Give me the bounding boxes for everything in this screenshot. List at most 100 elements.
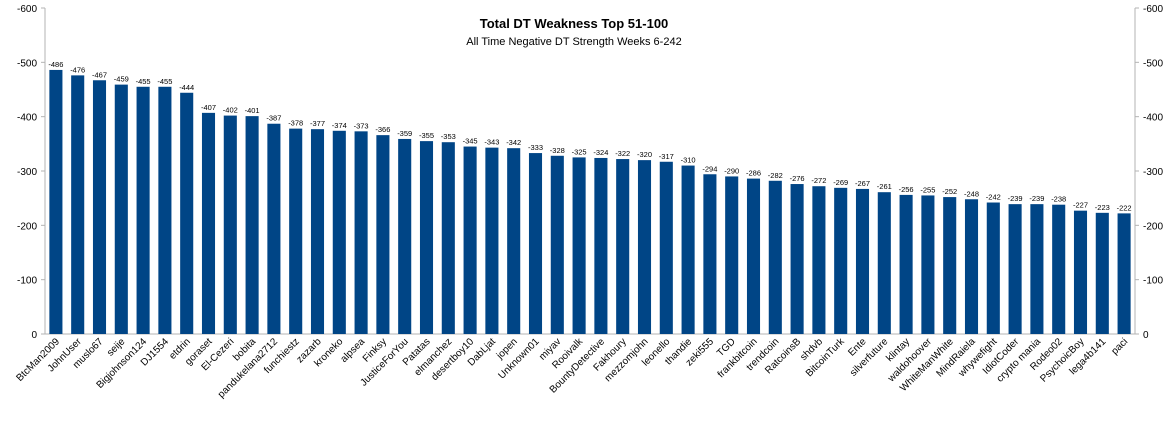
data-label: -325 bbox=[572, 147, 587, 156]
data-label: -255 bbox=[920, 185, 935, 194]
data-label: -272 bbox=[811, 176, 826, 185]
data-label: -269 bbox=[833, 178, 848, 187]
bar bbox=[71, 75, 85, 334]
bar bbox=[245, 116, 259, 334]
bar bbox=[136, 86, 150, 335]
bar bbox=[637, 160, 652, 334]
y-tick-label-left: -500 bbox=[17, 58, 37, 69]
bar bbox=[790, 184, 804, 334]
bars bbox=[49, 69, 1131, 335]
bar bbox=[92, 80, 107, 334]
data-label: -322 bbox=[615, 149, 630, 158]
bar bbox=[223, 115, 237, 334]
y-tick-label-left: 0 bbox=[31, 330, 37, 341]
data-label: -378 bbox=[288, 119, 303, 128]
bar bbox=[528, 153, 543, 334]
y-tick-label-left: -100 bbox=[17, 276, 37, 287]
bar bbox=[1095, 212, 1109, 334]
bar bbox=[550, 155, 564, 334]
data-label: -373 bbox=[354, 121, 369, 130]
data-label: -455 bbox=[136, 77, 151, 86]
data-label: -359 bbox=[397, 129, 412, 138]
y-tick-label-right: -100 bbox=[1143, 276, 1163, 287]
bar bbox=[158, 86, 172, 335]
data-label: -407 bbox=[201, 103, 216, 112]
bar bbox=[376, 135, 390, 334]
bar bbox=[768, 180, 782, 334]
data-label: -223 bbox=[1095, 203, 1110, 212]
data-label: -282 bbox=[768, 171, 783, 180]
bar bbox=[441, 142, 455, 334]
bar bbox=[572, 157, 586, 334]
bar bbox=[201, 112, 216, 334]
data-label: -377 bbox=[310, 119, 325, 128]
bar bbox=[812, 186, 826, 334]
bar bbox=[398, 138, 412, 334]
bar bbox=[485, 147, 499, 334]
y-tick-label-left: -600 bbox=[17, 4, 37, 15]
data-label: -333 bbox=[528, 143, 543, 152]
bar bbox=[943, 197, 957, 334]
data-label: -401 bbox=[245, 106, 260, 115]
bar bbox=[1073, 210, 1088, 334]
bar bbox=[899, 194, 913, 334]
data-label: -387 bbox=[266, 114, 281, 123]
y-tick-label-right: -500 bbox=[1143, 58, 1163, 69]
bar bbox=[289, 128, 303, 334]
bar bbox=[1052, 204, 1066, 334]
bar bbox=[49, 69, 63, 334]
bar bbox=[1117, 213, 1131, 334]
chart-title: Total DT Weakness Top 51-100 bbox=[480, 16, 669, 31]
bar bbox=[834, 187, 848, 334]
y-tick-label-right: -300 bbox=[1143, 167, 1163, 178]
bar bbox=[725, 176, 739, 334]
data-label: -355 bbox=[419, 131, 434, 140]
bar bbox=[180, 92, 194, 334]
y-tick-label-right: -400 bbox=[1143, 113, 1163, 124]
data-label: -444 bbox=[179, 83, 194, 92]
data-label: -252 bbox=[942, 187, 957, 196]
data-label: -459 bbox=[114, 75, 129, 84]
data-label: -328 bbox=[550, 146, 565, 155]
bar bbox=[659, 161, 673, 334]
data-label: -402 bbox=[223, 106, 238, 115]
data-label: -227 bbox=[1073, 201, 1088, 210]
bar bbox=[921, 195, 935, 334]
data-label: -324 bbox=[593, 148, 608, 157]
y-tick-label-right: -200 bbox=[1143, 221, 1163, 232]
data-label: -342 bbox=[506, 138, 521, 147]
bar bbox=[114, 84, 128, 334]
chart-subtitle: All Time Negative DT Strength Weeks 6-24… bbox=[466, 36, 681, 48]
data-label: -366 bbox=[375, 125, 390, 134]
bar bbox=[332, 130, 346, 334]
data-label: -294 bbox=[702, 164, 717, 173]
data-label: -267 bbox=[855, 179, 870, 188]
data-label: -276 bbox=[790, 174, 805, 183]
y-tick-label-left: -400 bbox=[17, 113, 37, 124]
data-label: -486 bbox=[48, 60, 63, 69]
bar bbox=[746, 178, 761, 334]
y-tick-label-left: -200 bbox=[17, 221, 37, 232]
bar bbox=[594, 157, 608, 334]
data-label: -286 bbox=[746, 169, 761, 178]
bar bbox=[703, 174, 717, 334]
y-tick-label-right: -600 bbox=[1143, 4, 1163, 15]
bar bbox=[855, 188, 870, 334]
data-label: -353 bbox=[441, 132, 456, 141]
data-labels: -486 -476 -467 -459 -455 -455 -444 -407 -402 -401… bbox=[48, 60, 1131, 212]
data-label: -374 bbox=[332, 121, 347, 130]
data-label: -476 bbox=[70, 65, 85, 74]
category-label: alpsea bbox=[339, 336, 368, 365]
bar bbox=[964, 199, 979, 334]
data-label: -320 bbox=[637, 150, 652, 159]
data-label: -317 bbox=[659, 152, 674, 161]
data-label: -222 bbox=[1117, 203, 1132, 212]
bar bbox=[1030, 204, 1044, 334]
data-label: -256 bbox=[899, 185, 914, 194]
bar bbox=[877, 192, 891, 334]
y-tick-label-right: 0 bbox=[1143, 330, 1149, 341]
data-label: -238 bbox=[1051, 195, 1066, 204]
